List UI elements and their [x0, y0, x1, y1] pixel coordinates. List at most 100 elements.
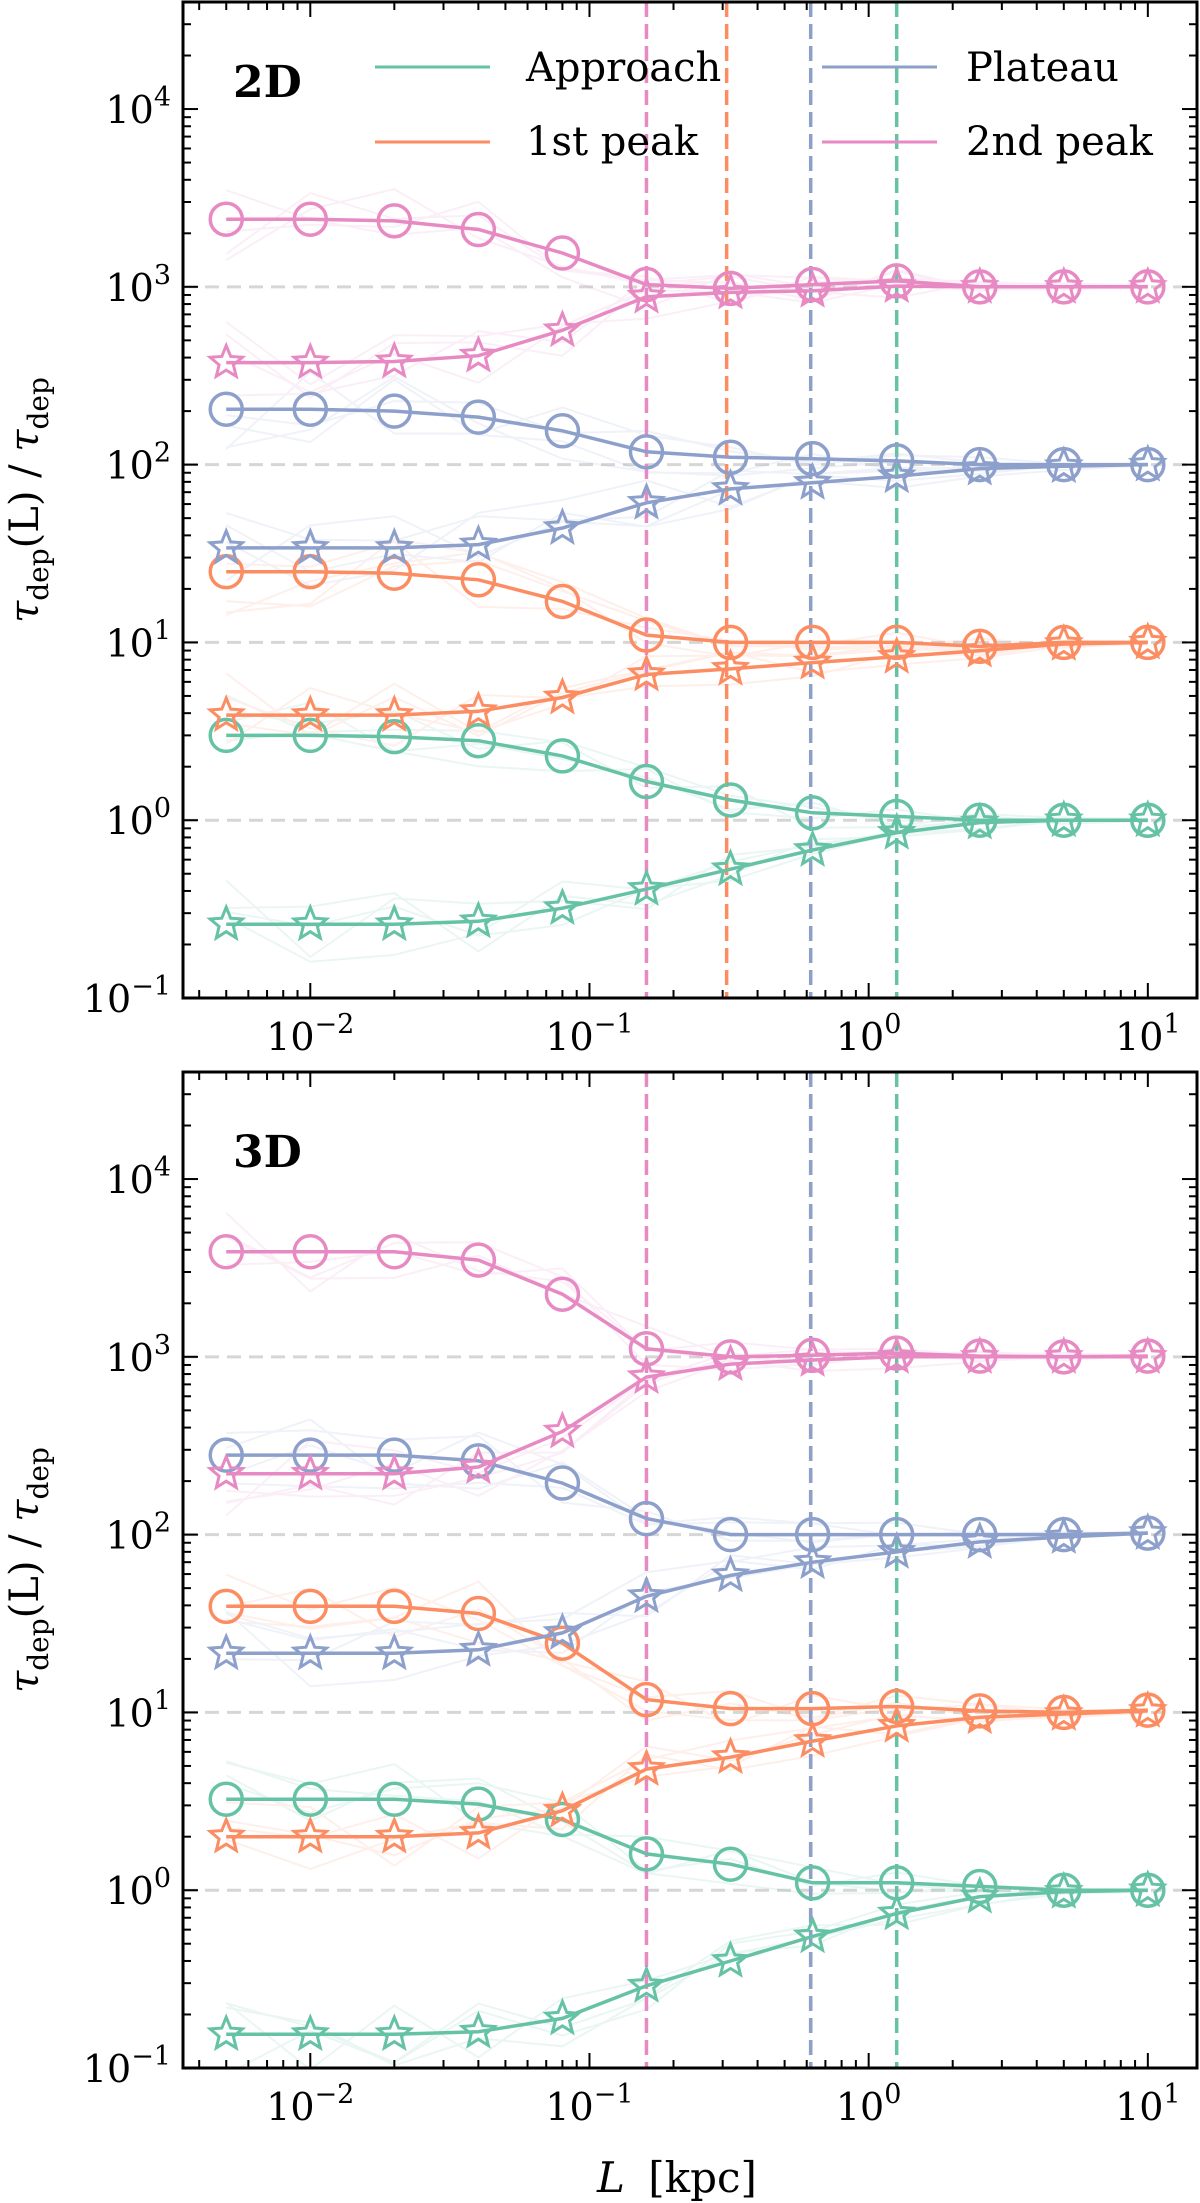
series-line-approach-star: [226, 818, 1148, 926]
marker-star: [542, 887, 583, 926]
faint-track: [225, 1890, 1148, 2068]
faint-track: [226, 643, 1148, 737]
faint-track: [225, 463, 1148, 542]
marker-star: [1127, 1335, 1168, 1374]
plot-area: [183, 2, 1197, 998]
panel-label: 3D: [233, 1127, 302, 1178]
faint-tracks: [225, 1212, 1148, 2068]
faint-track: [236, 1891, 1148, 2068]
marker-circle: [376, 393, 413, 429]
faint-track: [225, 642, 1148, 738]
legend-label-approach: Approach: [525, 45, 721, 91]
marker-circle: [292, 1588, 329, 1625]
marker-star: [542, 1410, 583, 1449]
marker-star: [710, 1554, 751, 1593]
series-line-plateau-star: [226, 1531, 1148, 1656]
legend-label-2nd-peak: 2nd peak: [966, 119, 1154, 165]
marker-star: [710, 848, 751, 887]
marker-circle: [292, 1437, 329, 1473]
marker-star: [374, 694, 415, 733]
faint-track: [226, 1354, 1148, 1503]
marker-circle: [292, 391, 329, 427]
marker-star: [792, 1915, 833, 1954]
x-axis-title: L [kpc]: [596, 2153, 757, 2202]
y-tick-label: 104: [105, 82, 171, 132]
marker-circle: [292, 717, 329, 754]
series-plateau-star: [206, 443, 1168, 565]
marker-star: [959, 629, 1000, 668]
marker-circle: [544, 1465, 581, 1501]
y-tick-label: 103: [105, 1330, 171, 1380]
marker-circle: [628, 1331, 665, 1367]
marker-star: [1043, 622, 1084, 661]
marker-star: [792, 641, 833, 680]
marker-circle: [460, 1786, 497, 1822]
marker-star: [1127, 799, 1168, 838]
marker-star: [374, 903, 415, 942]
marker-star: [458, 690, 499, 729]
marker-star: [290, 526, 331, 565]
marker-star: [290, 1632, 331, 1671]
faint-track: [225, 1431, 1148, 1540]
faint-track: [225, 1350, 1148, 1506]
marker-star: [626, 275, 667, 314]
marker-star: [959, 1520, 1000, 1559]
marker-star: [1127, 443, 1168, 482]
axes-frame: [181, 0, 1199, 1000]
marker-star: [792, 461, 833, 500]
marker-circle: [628, 1500, 665, 1537]
marker-star: [959, 265, 1000, 304]
marker-circle: [208, 1233, 244, 1270]
marker-star: [626, 481, 667, 520]
x-axis-unit: [kpc]: [648, 2153, 757, 2202]
marker-circle: [208, 1437, 244, 1473]
plot-area: [183, 1072, 1197, 2068]
x-tick-label: 10−2: [266, 2079, 354, 2129]
series-line-2nd-peak-star: [226, 284, 1148, 365]
series-approach-circle: [208, 717, 1166, 838]
y-tick-label: 10−1: [83, 971, 171, 1021]
faint-track: [225, 375, 1148, 477]
series-line-approach-circle: [226, 733, 1148, 822]
marker-circle: [628, 434, 665, 470]
marker-star: [290, 341, 331, 380]
marker-star: [206, 2013, 247, 2052]
marker-star: [959, 801, 1000, 840]
marker-circle: [376, 203, 413, 239]
marker-star: [1043, 1870, 1084, 1909]
marker-circle: [628, 763, 665, 800]
series-2nd-peak-star: [206, 265, 1168, 380]
marker-circle: [794, 795, 831, 831]
marker-circle: [544, 235, 581, 271]
marker-circle: [208, 391, 244, 427]
marker-star: [626, 1355, 667, 1395]
marker-circle: [292, 1233, 329, 1270]
series-2nd-peak-star: [206, 1335, 1168, 1491]
marker-star: [206, 903, 247, 942]
marker-star: [374, 1815, 415, 1854]
marker-star: [959, 1335, 1000, 1374]
marker-circle: [878, 1688, 915, 1725]
marker-circle: [376, 555, 413, 591]
marker-star: [458, 334, 499, 373]
faint-track: [225, 1888, 1148, 2064]
marker-star: [458, 900, 499, 939]
y-ticks: [183, 1, 1197, 999]
marker-star: [542, 1611, 583, 1650]
faint-track: [226, 709, 1148, 823]
marker-star: [959, 1875, 1000, 1914]
marker-star: [792, 1541, 833, 1580]
faint-track: [225, 370, 1148, 467]
marker-circle: [208, 1588, 244, 1625]
marker-star: [458, 1628, 499, 1667]
marker-star: [542, 676, 583, 715]
marker-star: [1127, 621, 1168, 660]
marker-star: [1127, 1689, 1168, 1728]
marker-star: [206, 526, 247, 565]
marker-circle: [460, 1242, 497, 1278]
x-tick-label: 10−2: [266, 1009, 354, 1059]
marker-star: [710, 1736, 751, 1775]
marker-star: [542, 1789, 583, 1828]
marker-star: [1043, 445, 1084, 484]
